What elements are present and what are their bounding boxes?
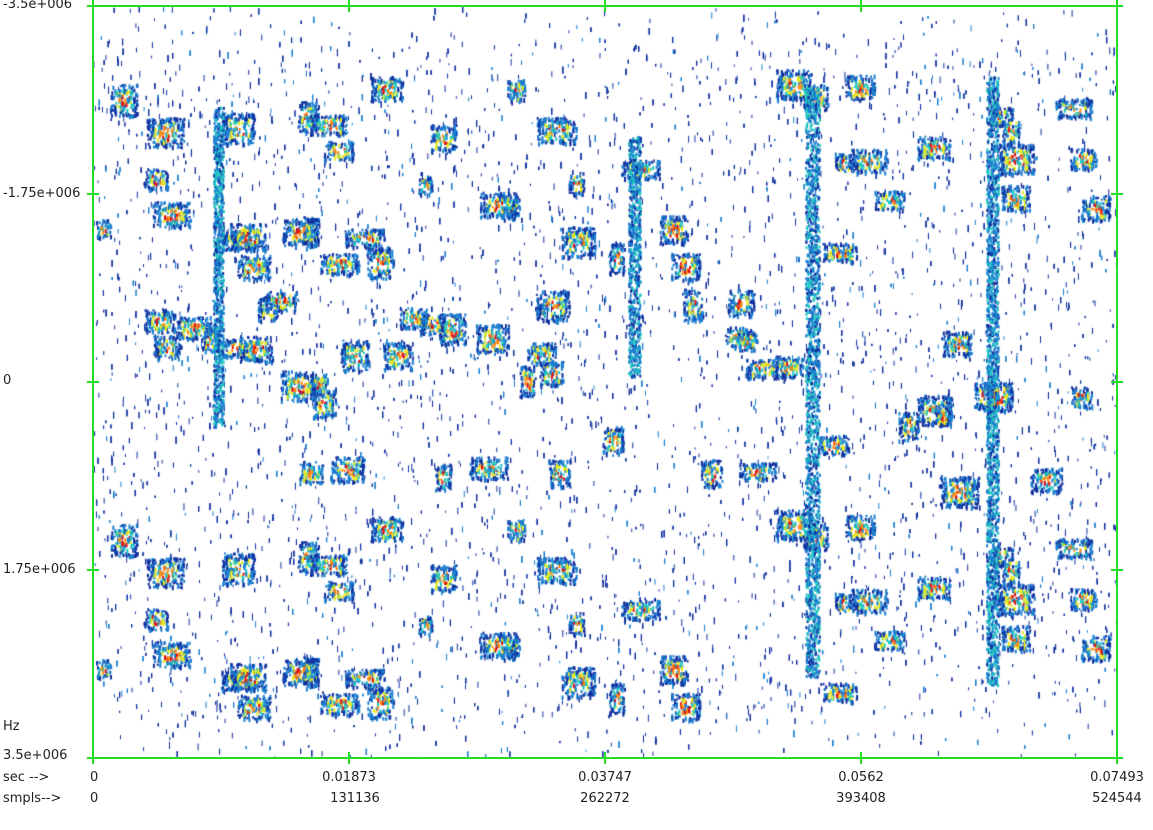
y-tick-label-0: -3.5e+006	[3, 0, 73, 12]
y-axis-label: Hz	[3, 719, 20, 734]
x-tick-sec-2: 0.03747	[578, 770, 632, 785]
spectrogram-plot	[87, 0, 1123, 764]
x-axis-label-samples: smpls-->	[3, 791, 62, 806]
y-tick-label-4: 3.5e+006	[3, 748, 68, 763]
y-tick-label-3: 1.75e+006	[3, 562, 76, 577]
spectrogram-heatmap	[93, 6, 1117, 758]
plot-frame-border	[92, 5, 1118, 759]
x-tick-samples-1: 131136	[330, 791, 380, 806]
x-tick-sec-4: 0.07493	[1090, 770, 1144, 785]
y-tick-label-2: 0	[3, 373, 12, 388]
x-axis-label-seconds: sec -->	[3, 770, 50, 785]
x-tick-samples-3: 393408	[836, 791, 886, 806]
x-tick-sec-1: 0.01873	[322, 770, 376, 785]
x-tick-samples-2: 262272	[580, 791, 630, 806]
plot-axes	[87, 0, 1123, 764]
x-tick-samples-0: 0	[90, 791, 99, 806]
y-tick-label-1: -1.75e+006	[3, 186, 81, 201]
x-tick-sec-3: 0.0562	[838, 770, 884, 785]
x-tick-sec-0: 0	[90, 770, 99, 785]
x-tick-samples-4: 524544	[1092, 791, 1142, 806]
